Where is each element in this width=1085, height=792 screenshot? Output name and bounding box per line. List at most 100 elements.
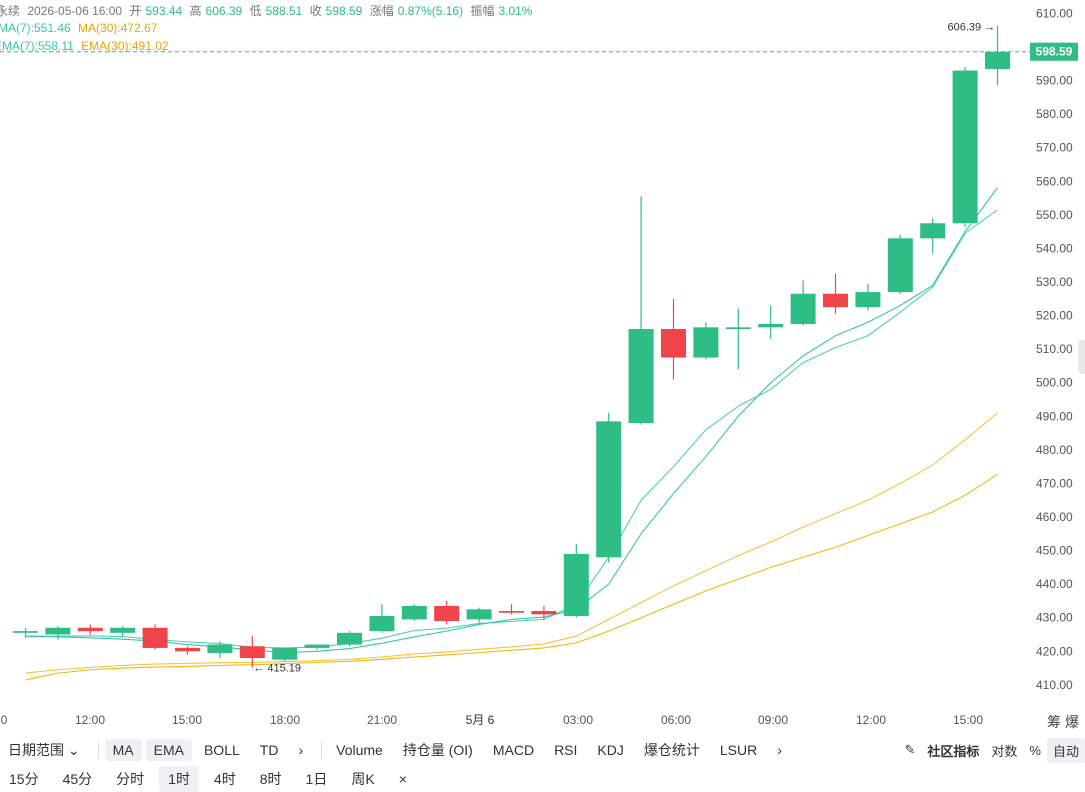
ema-button[interactable]: EMA (145, 739, 192, 761)
y-tick-label: 500.00 (1036, 376, 1073, 390)
candle-body (175, 647, 200, 652)
change-label: 涨幅 (369, 4, 394, 18)
y-tick-label: 590.00 (1036, 74, 1073, 88)
candle-body (272, 647, 298, 660)
y-tick-label: 570.00 (1036, 141, 1073, 155)
y-tick-label: 520.00 (1036, 309, 1073, 323)
x-tick-label: 15:00 (172, 713, 202, 727)
interval-1h[interactable]: 1时 (159, 765, 199, 792)
change-value: 0.87%(5.16) (397, 4, 464, 18)
x-tick-label: 06:00 (661, 713, 691, 727)
more-sub-indicators-chevron-icon[interactable]: › (777, 742, 782, 758)
ma-button[interactable]: MA (104, 739, 142, 761)
candle-body (920, 223, 946, 239)
x-tick-label: 03:00 (563, 713, 593, 727)
candle-body (887, 238, 913, 293)
x-tick-label: 12:00 (856, 713, 886, 727)
interval-8h[interactable]: 8时 (259, 770, 282, 787)
open-interest-button[interactable]: 持仓量 (OI) (402, 742, 473, 758)
candle-body (401, 605, 427, 620)
y-tick-label: 470.00 (1036, 476, 1073, 490)
candle-body (434, 605, 460, 622)
amplitude-value: 3.01% (498, 4, 533, 18)
ema30-legend: EMA(30):491.02 (81, 39, 169, 53)
y-tick-label: 420.00 (1036, 644, 1073, 658)
chip-burst-toggles[interactable]: 筹 爆 (1047, 714, 1079, 730)
liquidation-stats-button[interactable]: 爆仓统计 (643, 742, 700, 758)
candle-body (77, 627, 103, 632)
candle-body (304, 644, 330, 648)
rsi-button[interactable]: RSI (554, 742, 578, 758)
community-indicators-button[interactable]: 社区指标 (927, 743, 980, 759)
interval-1d[interactable]: 1日 (305, 770, 328, 787)
collapse-handle[interactable] (1078, 340, 1085, 374)
candle-body (531, 611, 557, 615)
x-tick-label: 18:00 (270, 713, 300, 727)
more-main-indicators-chevron-icon[interactable]: › (298, 742, 304, 758)
candle-body (45, 627, 71, 635)
ema7-line (25, 209, 998, 649)
candle-body (661, 329, 686, 358)
ma-legend: MA(7):551.46 MA(30):472.67 (0, 20, 161, 36)
candle-body (790, 293, 816, 324)
low-value: 588.51 (265, 4, 303, 18)
low-label: 低 (249, 4, 262, 18)
candle-body (855, 292, 881, 308)
y-tick-label: 460.00 (1036, 510, 1073, 524)
kdj-button[interactable]: KDJ (597, 742, 624, 758)
y-tick-label: 540.00 (1036, 241, 1073, 255)
high-value: 606.39 (205, 4, 243, 18)
x-tick-label: 15:00 (953, 713, 983, 727)
close-icon[interactable]: × (398, 770, 407, 787)
ma30-line (25, 474, 998, 681)
pencil-icon[interactable]: ✎ (904, 742, 916, 757)
y-tick-label: 510.00 (1036, 342, 1073, 356)
candlestick-chart[interactable]: 410.00 420.00 430.00 440.00 450.00 460.00 470.… (0, 0, 1085, 735)
close-label: 收 (309, 4, 322, 18)
y-tick-label: 610.00 (1036, 6, 1073, 20)
x-tick-label: 0 (1, 713, 8, 727)
ma7-line (25, 187, 998, 654)
divider (321, 741, 323, 759)
log-scale-button[interactable]: 对数 (991, 743, 1018, 759)
open-value: 593.44 (145, 4, 183, 18)
ma30-legend: MA(30):472.67 (78, 21, 158, 35)
close-value: 598.59 (325, 4, 363, 18)
lsur-button[interactable]: LSUR (719, 742, 758, 758)
y-tick-label: 560.00 (1036, 174, 1073, 188)
y-tick-label: 440.00 (1036, 577, 1073, 591)
volume-button[interactable]: Volume (336, 742, 383, 758)
divider (97, 741, 99, 759)
amplitude-label: 振幅 (470, 4, 495, 18)
interval-week[interactable]: 周K (351, 770, 375, 787)
interval-15m[interactable]: 15分 (9, 770, 39, 787)
candle-body (239, 646, 265, 658)
candle-body (952, 70, 978, 224)
candle-body (142, 627, 168, 648)
y-tick-label: 550.00 (1036, 208, 1073, 222)
candle-body (628, 329, 654, 423)
auto-scale-button[interactable]: 自动 (1046, 737, 1085, 763)
td-button[interactable]: TD (259, 742, 279, 758)
macd-button[interactable]: MACD (492, 742, 535, 758)
x-tick-label: 5月 6 (466, 713, 495, 727)
interval-timeshare[interactable]: 分时 (116, 770, 145, 787)
current-price-label: 598.59 (1036, 45, 1073, 59)
y-tick-label: 430.00 (1036, 611, 1073, 625)
boll-button[interactable]: BOLL (203, 742, 240, 758)
candle-body (466, 609, 492, 620)
candle-body (985, 51, 1010, 70)
candle-body (823, 293, 848, 308)
date-range-button[interactable]: 日期范围 ⌄ (8, 742, 80, 758)
interval-45m[interactable]: 45分 (62, 770, 93, 787)
current-price-tag (1030, 42, 1078, 61)
open-label: 开 (129, 4, 142, 18)
percent-scale-button[interactable]: % (1029, 742, 1041, 758)
interval-toolbar: 15分 45分 分时 1时 4时 8时 1日 周K × (0, 765, 1085, 792)
candle-body (13, 631, 38, 633)
interval-4h[interactable]: 4时 (213, 770, 236, 787)
y-tick-label: 450.00 (1036, 544, 1073, 558)
ema30-line (25, 412, 998, 674)
right-toolbar: ✎ 社区指标 对数 % 自动 (898, 735, 1085, 765)
y-tick-label: 490.00 (1036, 409, 1073, 423)
